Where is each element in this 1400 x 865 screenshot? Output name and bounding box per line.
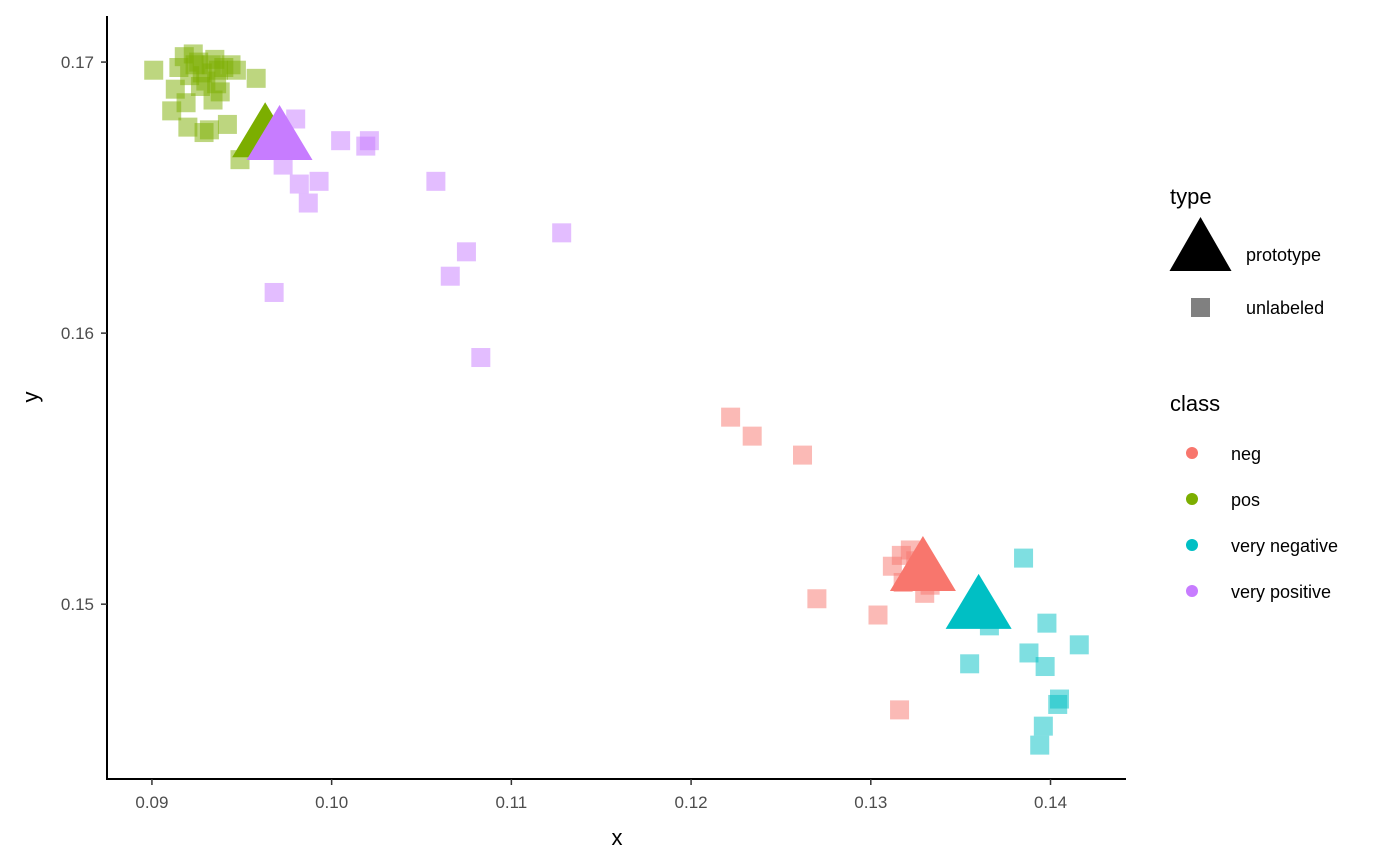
- unlabeled-point-very-positive: [456, 242, 476, 262]
- unlabeled-point-very-positive: [331, 131, 351, 151]
- legend-dot-very-negative-icon: [1186, 539, 1198, 551]
- unlabeled-point-very-negative: [1033, 716, 1053, 736]
- x-tick-label: 0.13: [854, 793, 887, 812]
- axes-layer: [106, 16, 1126, 780]
- x-tick-label: 0.11: [495, 793, 527, 812]
- legend-type-label-prototype: prototype: [1246, 245, 1321, 265]
- unlabeled-point-very-positive: [273, 155, 293, 175]
- unlabeled-point-neg: [742, 426, 762, 446]
- unlabeled-point-very-negative: [1050, 689, 1070, 709]
- unlabeled-point-neg: [807, 589, 827, 609]
- legend-dot-pos-icon: [1186, 493, 1198, 505]
- unlabeled-point-very-negative: [1019, 643, 1039, 663]
- unlabeled-point-very-negative: [1069, 635, 1089, 655]
- unlabeled-point-very-negative: [1035, 657, 1055, 677]
- prototype-point-very-positive: [246, 105, 313, 161]
- unlabeled-point-pos: [226, 60, 246, 80]
- unlabeled-point-pos: [144, 60, 164, 80]
- y-tick-label: 0.15: [61, 595, 94, 614]
- unlabeled-point-pos: [246, 68, 266, 88]
- x-tick-label: 0.09: [135, 793, 168, 812]
- legend-type-title: type: [1170, 184, 1212, 209]
- legend-type: type prototype unlabeled: [1169, 184, 1324, 318]
- unlabeled-point-neg: [868, 605, 888, 625]
- unlabeled-point-pos: [176, 93, 196, 113]
- x-tick-label: 0.12: [675, 793, 708, 812]
- unlabeled-point-very-positive: [426, 171, 446, 191]
- unlabeled-point-very-negative: [1014, 548, 1034, 568]
- x-tick-label: 0.10: [315, 793, 348, 812]
- ticks-layer: 0.09 0.10 0.11 0.12 0.13 0.14 0.15 0.16 0.17: [61, 53, 1067, 812]
- legend-class-label-very-positive: very positive: [1231, 582, 1331, 602]
- unlabeled-point-very-positive: [289, 174, 309, 194]
- unlabeled-point-neg: [793, 445, 813, 465]
- y-tick-label: 0.17: [61, 53, 94, 72]
- unlabeled-point-pos: [217, 114, 237, 134]
- unlabeled-point-very-positive: [552, 223, 572, 243]
- unlabeled-point-very-positive: [471, 348, 491, 368]
- unlabeled-point-very-positive: [298, 193, 318, 213]
- unlabeled-point-very-positive: [309, 171, 329, 191]
- points-layer: [144, 44, 1089, 755]
- unlabeled-point-very-negative: [960, 654, 980, 674]
- prototype-point-neg: [889, 535, 956, 591]
- x-axis-title: x: [612, 825, 623, 850]
- legend-class: class neg pos very negative very positiv…: [1170, 391, 1338, 602]
- unlabeled-point-neg: [721, 407, 741, 427]
- legend-dot-very-positive-icon: [1186, 585, 1198, 597]
- legend-dot-neg-icon: [1186, 447, 1198, 459]
- unlabeled-point-very-negative: [1030, 735, 1050, 755]
- unlabeled-point-very-negative: [1037, 613, 1057, 633]
- unlabeled-point-pos: [162, 101, 182, 121]
- prototype-point-very-negative: [945, 573, 1012, 629]
- unlabeled-point-pos: [199, 120, 219, 140]
- legend-type-label-unlabeled: unlabeled: [1246, 298, 1324, 318]
- unlabeled-point-very-positive: [264, 282, 284, 302]
- legend-class-title: class: [1170, 391, 1220, 416]
- legend-triangle-icon: [1169, 217, 1232, 271]
- legend-class-label-neg: neg: [1231, 444, 1261, 464]
- y-axis-title: y: [18, 392, 43, 403]
- legend-class-label-pos: pos: [1231, 490, 1260, 510]
- legend-square-icon: [1191, 298, 1210, 317]
- unlabeled-point-pos: [178, 117, 198, 137]
- x-tick-label: 0.14: [1034, 793, 1067, 812]
- y-tick-label: 0.16: [61, 324, 94, 343]
- unlabeled-point-pos: [210, 82, 230, 102]
- unlabeled-point-very-positive: [440, 266, 460, 286]
- unlabeled-point-neg: [890, 700, 910, 720]
- legend-class-label-very-negative: very negative: [1231, 536, 1338, 556]
- unlabeled-point-very-positive: [286, 109, 306, 129]
- unlabeled-point-very-positive: [359, 131, 379, 151]
